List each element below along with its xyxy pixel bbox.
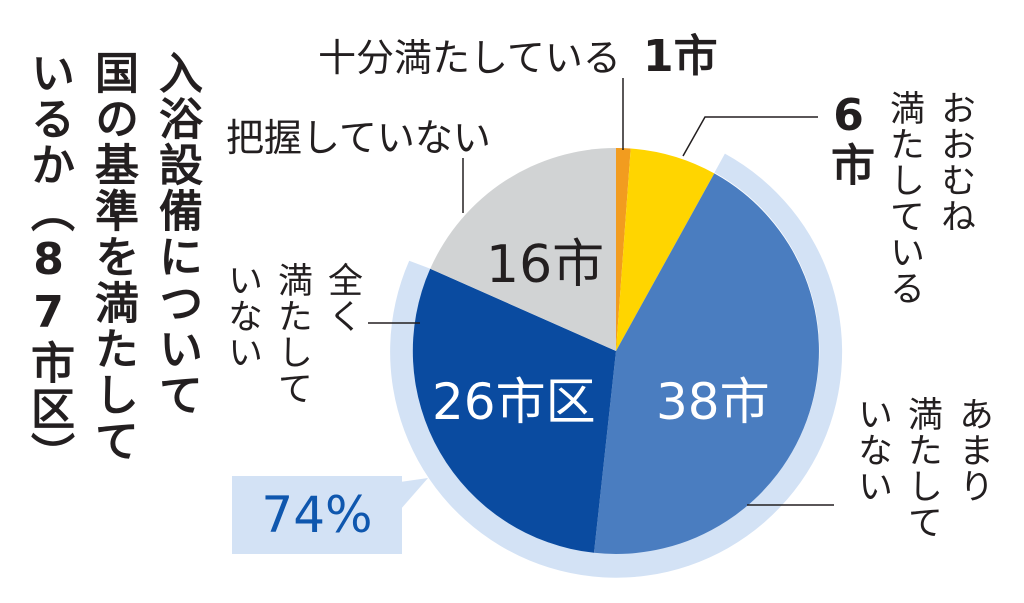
chart-title-col2: 国の基準を満たして [87, 50, 138, 464]
leader-line-mostly [682, 116, 818, 157]
label-mostly-col1: おおむね [935, 90, 975, 234]
slice-not-much [594, 173, 819, 554]
value-not-much: 38市 [656, 373, 770, 431]
percent-callout: 74% [232, 476, 402, 554]
label-fully-text: 十分満たしている [318, 36, 621, 80]
chart-title-col1: 入浴設備について [151, 50, 202, 418]
value-unknown: 16市 [486, 235, 605, 295]
label-not-much-col3: いない [852, 396, 892, 504]
label-not-at-all-col2: 満たして [272, 262, 312, 406]
label-mostly-count: 6市 [823, 90, 874, 187]
label-not-at-all-col1: 全く [322, 262, 362, 334]
label-unknown: 把握していない [226, 116, 491, 160]
slice-not-at-all [412, 268, 616, 553]
slice-fully [616, 147, 631, 351]
percent-callout-pointer [400, 478, 428, 510]
value-not-at-all: 26市区 [432, 373, 596, 431]
label-fully: 十分満たしている 1市 [318, 20, 718, 84]
slice-unknown [430, 147, 616, 351]
chart-title-col3: いるか（87市区） [23, 50, 74, 478]
label-not-much-col1: あまり [953, 396, 993, 504]
label-fully-count: 1市 [642, 31, 718, 82]
slice-mostly [616, 148, 715, 351]
label-not-at-all-col3: いない [222, 262, 262, 370]
label-not-much-col2: 満たして [902, 396, 942, 540]
label-mostly-col2: 満たしている [884, 90, 924, 306]
